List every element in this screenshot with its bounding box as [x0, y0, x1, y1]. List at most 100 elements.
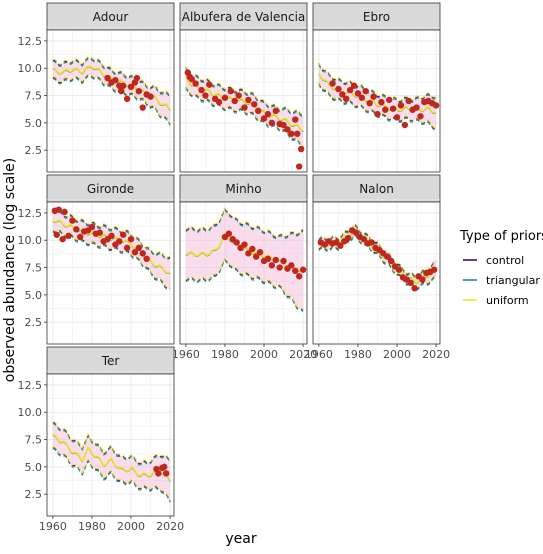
panel-border [179, 29, 308, 173]
observed-point [65, 232, 72, 240]
observed-point [59, 235, 66, 243]
x-axis-label: year [225, 531, 256, 547]
panel-background [313, 202, 440, 344]
uniform-interval-line [52, 446, 171, 501]
y-tick-label: 10.0 [18, 62, 43, 75]
observed-point [120, 231, 127, 238]
observed-point [337, 242, 344, 249]
y-tick-label: 10.0 [18, 406, 43, 419]
triangular-interval-line [52, 75, 171, 126]
y-tick-label: 12.5 [18, 379, 43, 392]
triangular-interval-line [185, 68, 304, 118]
observed-point [233, 239, 240, 246]
observed-point [384, 253, 391, 260]
x-tick-label: 1980 [344, 348, 372, 361]
uniform-interval-line [52, 209, 171, 258]
control-interval-line [185, 86, 304, 148]
observed-point [116, 238, 123, 245]
uniform-interval-line [318, 62, 437, 101]
observed-point [335, 85, 342, 93]
observed-point [268, 119, 276, 127]
y-tick-label: 12.5 [18, 207, 43, 220]
control-interval-line [52, 74, 171, 125]
observed-point [123, 244, 131, 252]
observed-point [155, 470, 162, 477]
y-tick-label: 5.0 [25, 461, 43, 474]
observed-point [135, 244, 143, 252]
x-tick-label: 1980 [78, 520, 106, 533]
facet-adour: Adour 2.5 5.0 7.5 10.0 12.5 [18, 2, 175, 173]
observed-point [147, 93, 154, 100]
observed-point [272, 256, 279, 264]
observed-point [133, 74, 141, 82]
facet-title: Ter [101, 354, 120, 368]
observed-point [276, 264, 283, 271]
x-tick-label: 2000 [117, 520, 145, 533]
facet-nalon: Nalon 1960 1980 2000 2020 [305, 174, 450, 361]
observed-point [245, 96, 252, 104]
uniform-interval-line [52, 73, 171, 124]
observed-point [395, 266, 403, 273]
observed-point [69, 217, 76, 224]
legend-label: control [486, 254, 524, 267]
legend-key-control: control [463, 254, 524, 267]
observed-point [280, 257, 287, 265]
legend-label: uniform [486, 294, 529, 307]
observed-point [143, 255, 150, 262]
y-tick-label: 7.5 [25, 434, 43, 447]
legend: Type of priors control triangular uniform [459, 229, 543, 307]
control-interval-line [318, 223, 437, 279]
observed-point [397, 102, 405, 109]
observed-point [386, 96, 393, 104]
y-tick-label: 7.5 [25, 262, 43, 275]
uniform-interval-line [52, 56, 171, 96]
control-interval-line [52, 447, 171, 502]
observed-point [123, 95, 131, 103]
observed-point [344, 234, 352, 242]
legend-key-uniform: uniform [463, 294, 529, 307]
observed-point [245, 250, 252, 257]
triangular-interval-line [185, 88, 304, 149]
triangular-interval-line [52, 211, 171, 260]
observed-point [405, 97, 412, 105]
observed-point [352, 229, 360, 236]
observed-point [288, 130, 295, 137]
observed-point [127, 83, 135, 91]
y-axis-label: observed abundance (log scale) [2, 158, 18, 382]
facet-title: Nalon [359, 182, 394, 196]
observed-point [272, 107, 279, 115]
observed-point [135, 87, 143, 95]
observed-point [215, 98, 223, 106]
y-tick-label: 2.5 [25, 144, 43, 157]
x-tick-label: 2020 [289, 348, 317, 361]
facet-title: Ebro [363, 10, 390, 24]
facet-strip [46, 174, 175, 203]
observed-point [188, 75, 195, 83]
observed-point [260, 115, 268, 122]
observed-point [77, 233, 84, 241]
observed-point [419, 276, 426, 283]
observed-point [104, 74, 111, 82]
control-interval-line [52, 57, 171, 97]
observed-point [268, 262, 276, 269]
observed-point [299, 266, 307, 273]
x-tick-label: 1960 [39, 520, 67, 533]
observed-point [127, 235, 135, 243]
observed-point [411, 285, 418, 292]
observed-point [354, 90, 362, 97]
uniform-median-line [185, 76, 304, 132]
observed-point [413, 104, 420, 111]
facet-strip [179, 2, 308, 31]
triangular-interval-line [52, 448, 171, 503]
y-tick-label: 12.5 [18, 35, 43, 48]
observed-point [264, 110, 272, 118]
observed-point [292, 267, 299, 275]
observed-point [256, 249, 264, 256]
x-tick-label: 2000 [383, 348, 411, 361]
y-tick-label: 2.5 [25, 316, 43, 329]
observed-point [227, 87, 234, 95]
credible-ribbon [185, 208, 304, 311]
legend-label: triangular [486, 274, 540, 287]
legend-key-triangular: triangular [463, 274, 540, 287]
observed-point [221, 94, 229, 101]
